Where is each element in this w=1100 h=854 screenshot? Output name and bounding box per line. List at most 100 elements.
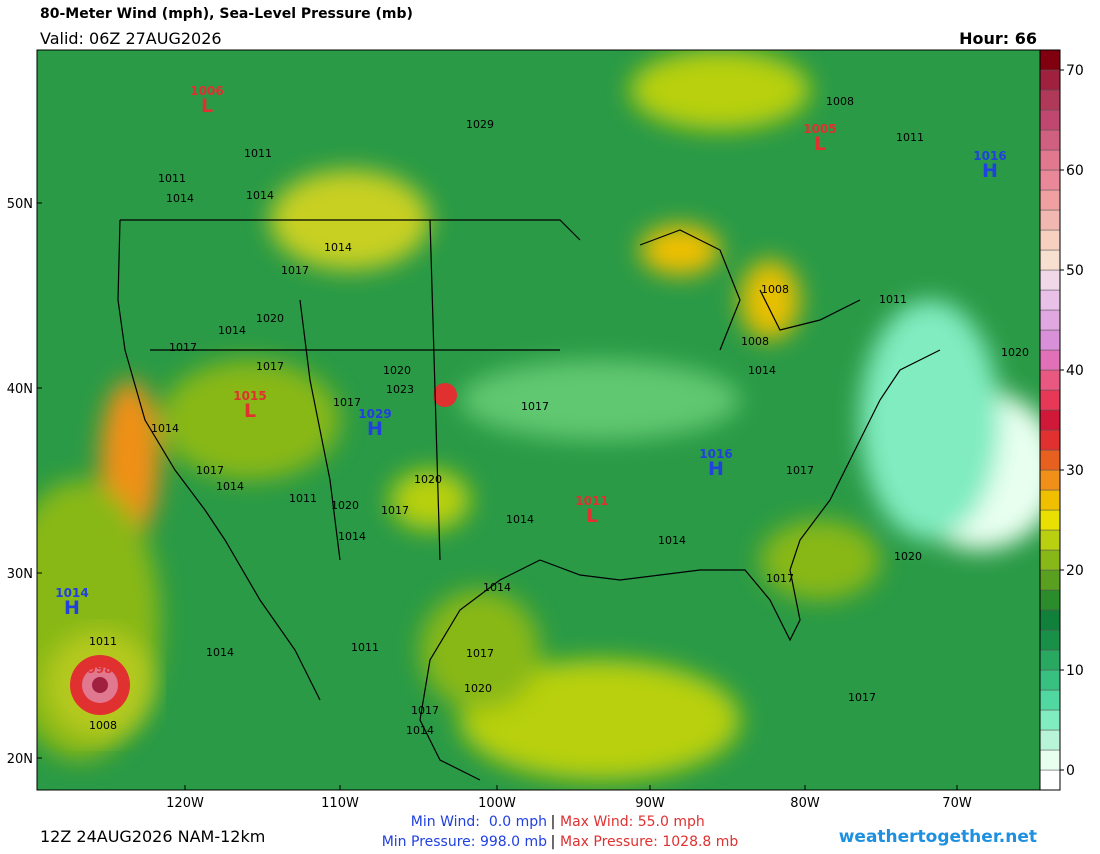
colorbar-tick-label: 30	[1066, 463, 1084, 479]
isobar-label: 1020	[894, 550, 922, 563]
isobar-label: 1017	[848, 691, 876, 704]
isobar-label: 1008	[826, 95, 854, 108]
colorbar-box	[1039, 249, 1061, 271]
isobar-label: 1017	[196, 464, 224, 477]
isobar-label: 1017	[411, 704, 439, 717]
isobar-label: 1011	[896, 131, 924, 144]
colorbar-box	[1039, 709, 1061, 731]
title: 80-Meter Wind (mph), Sea-Level Pressure …	[40, 6, 413, 22]
isobar-label: 1014	[658, 534, 686, 547]
pressure-value: 1005	[803, 122, 836, 136]
lat-label: 40N	[7, 382, 33, 397]
pressure-center-letter: H	[982, 160, 998, 182]
isobar-label: 1014	[406, 724, 434, 737]
isobar-label: 1014	[166, 192, 194, 205]
colorbar-tick-label: 50	[1066, 263, 1084, 279]
colorbar-box	[1039, 769, 1061, 791]
isobar-label: 1017	[169, 341, 197, 354]
isobar-label: 1014	[246, 189, 274, 202]
colorbar-box	[1039, 549, 1061, 571]
colorbar-box	[1039, 569, 1061, 591]
colorbar-box	[1039, 629, 1061, 651]
pressure-value: 1016	[699, 447, 732, 461]
colorbar-box	[1039, 589, 1061, 611]
isobar-label: 1011	[89, 635, 117, 648]
colorbar-box	[1039, 309, 1061, 331]
min-pressure: Min Pressure: 998.0 mb	[382, 834, 547, 850]
pressure-center-letter: L	[244, 400, 256, 422]
colorbar-box	[1039, 529, 1061, 551]
lat-label: 50N	[7, 197, 33, 212]
pressure-center-letter: H	[64, 597, 80, 619]
colorbar-box	[1039, 489, 1061, 511]
max-pressure: Max Pressure: 1028.8 mb	[560, 834, 738, 850]
colorbar-box	[1039, 429, 1061, 451]
isobar-label: 1020	[464, 682, 492, 695]
max-wind: Max Wind: 55.0 mph	[560, 814, 705, 830]
isobar-label: 1014	[338, 530, 366, 543]
site-name: weathertogether.net	[839, 827, 1037, 847]
colorbar-box	[1039, 129, 1061, 151]
isobar-label: 1011	[158, 172, 186, 185]
colorbar-box	[1039, 269, 1061, 291]
colorbar-tick-label: 20	[1066, 563, 1084, 579]
colorbar-tick-label: 0	[1066, 763, 1075, 779]
colorbar-box	[1039, 749, 1061, 771]
colorbar-box	[1039, 89, 1061, 111]
colorbar-box	[1039, 229, 1061, 251]
colorbar-frame	[1039, 49, 1061, 791]
isobar-label: 1017	[521, 400, 549, 413]
isobar-label: 1011	[351, 641, 379, 654]
isobar-label: 1017	[786, 464, 814, 477]
colorbar-box	[1039, 649, 1061, 671]
isobar-label: 1014	[151, 422, 179, 435]
isobar-label: 1011	[879, 293, 907, 306]
colorbar-box	[1039, 509, 1061, 531]
colorbar-box	[1039, 689, 1061, 711]
colorbar-box	[1039, 389, 1061, 411]
colorbar-box	[1039, 729, 1061, 751]
pressure-center-letter: H	[367, 418, 383, 440]
isobar-label: 1014	[506, 513, 534, 526]
isobar-label: 1017	[381, 504, 409, 517]
colorbar-tick-label: 10	[1066, 663, 1084, 679]
pressure-value: 1016	[973, 149, 1006, 163]
isobar-label: 1011	[244, 147, 272, 160]
colorbar-box	[1039, 69, 1061, 91]
isobar-label: 1023	[386, 383, 414, 396]
colorbar-box	[1039, 349, 1061, 371]
map-field	[37, 50, 1040, 790]
colorbar-box	[1039, 369, 1061, 391]
colorbar-box	[1039, 189, 1061, 211]
isobar-label: 1020	[331, 499, 359, 512]
pressure-center-letter: L	[814, 133, 826, 155]
isobar-label: 1020	[383, 364, 411, 377]
isobar-label: 1020	[1001, 346, 1029, 359]
isobar-label: 1014	[216, 480, 244, 493]
isobar-label: 1014	[324, 241, 352, 254]
valid-time: Valid: 06Z 27AUG2026	[40, 29, 222, 48]
min-wind: Min Wind: 0.0 mph	[411, 814, 547, 830]
colorbar-tick-label: 60	[1066, 163, 1084, 179]
isobar-label: 1017	[333, 396, 361, 409]
forecast-hour: Hour: 66	[959, 29, 1037, 48]
separator: |	[551, 814, 556, 830]
colorbar-box	[1039, 109, 1061, 131]
colorbar-box	[1039, 49, 1061, 71]
isobar-label: 1017	[466, 647, 494, 660]
lon-label: 80W	[790, 796, 820, 811]
isobar-label: 1017	[766, 572, 794, 585]
pressure-value: 1006	[190, 84, 223, 98]
pressure-center-letter: L	[586, 505, 598, 527]
colorbar-box	[1039, 469, 1061, 491]
lon-label: 100W	[478, 796, 516, 811]
coastlines	[117, 219, 941, 781]
colorbar-box	[1039, 449, 1061, 471]
colorbar-box	[1039, 609, 1061, 631]
model-run: 12Z 24AUG2026 NAM-12km	[40, 827, 265, 846]
lon-label: 110W	[321, 796, 359, 811]
colorbar-box	[1039, 169, 1061, 191]
colorbar-box	[1039, 289, 1061, 311]
colorbar-tick-label: 70	[1066, 63, 1084, 79]
